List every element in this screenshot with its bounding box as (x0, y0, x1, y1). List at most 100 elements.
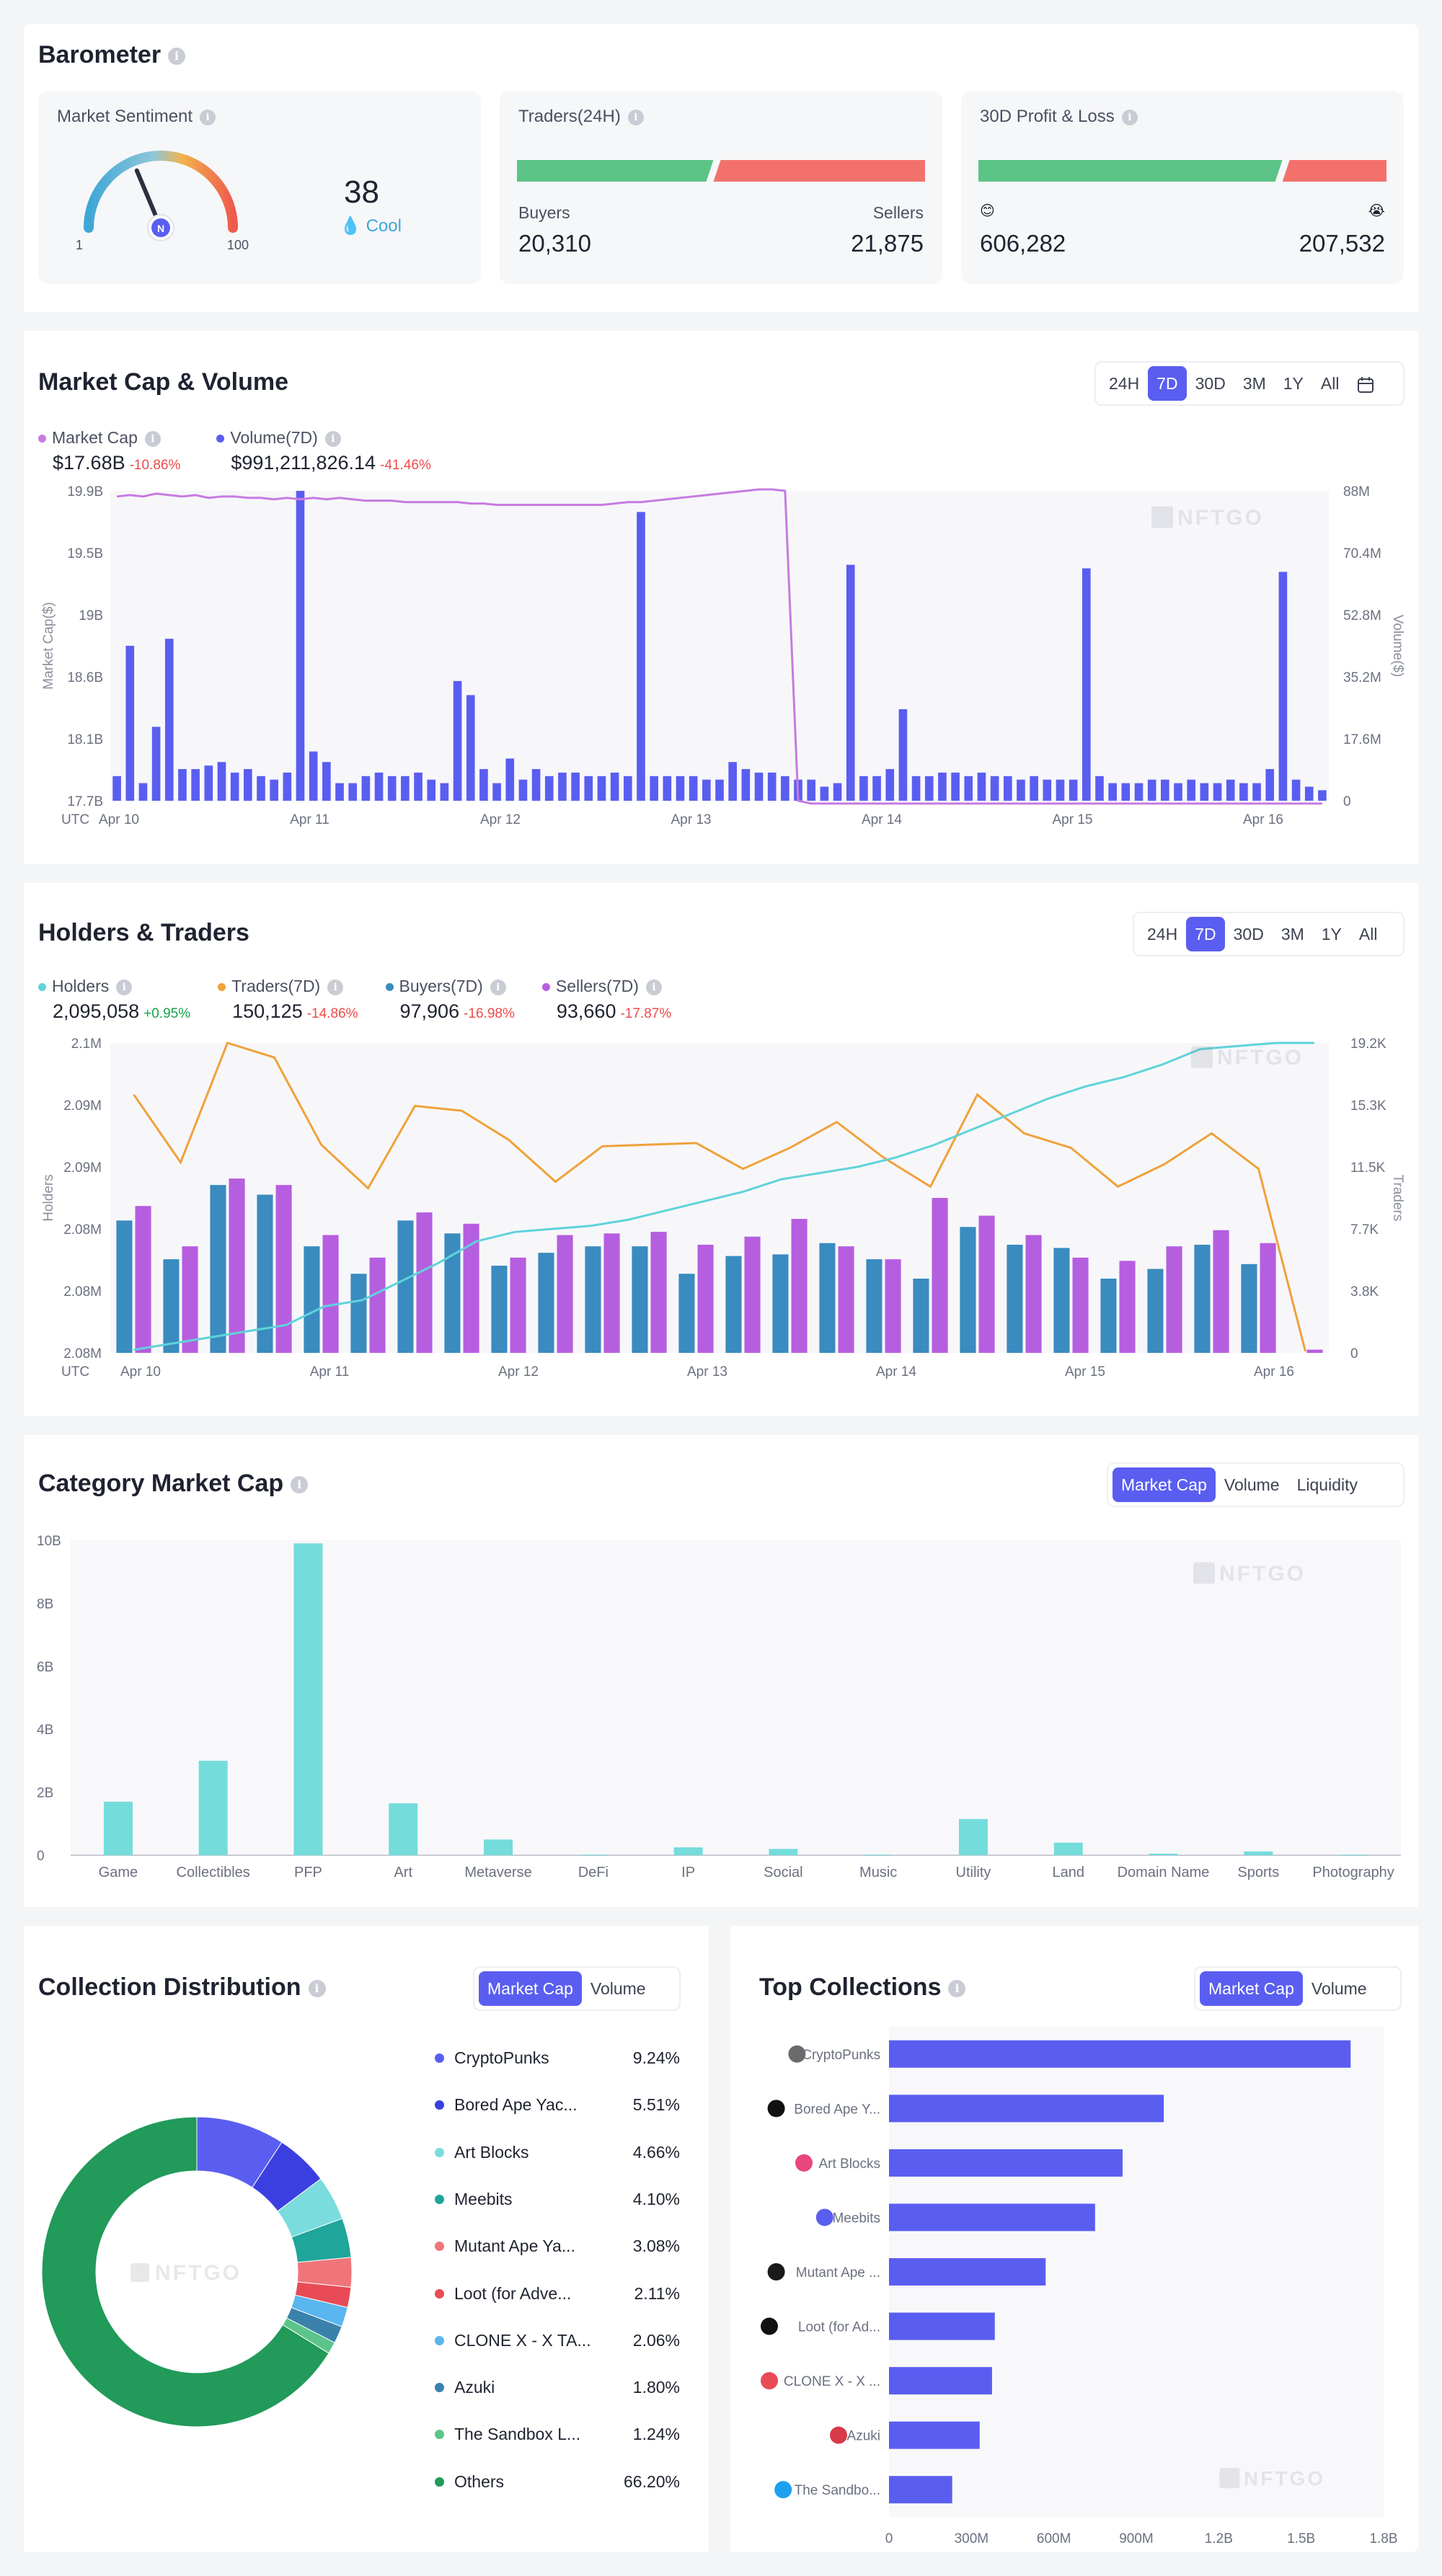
legend-traders[interactable]: Traders(7D) i 150,125 -14.86% (218, 977, 358, 1023)
volume-bar[interactable] (728, 762, 737, 801)
distribution-legend-item[interactable]: Loot (for Adve... 2.11% (435, 2280, 680, 2309)
buyers-bar[interactable] (116, 1220, 133, 1353)
volume-bar[interactable] (676, 776, 685, 801)
sellers-bar[interactable] (1119, 1261, 1136, 1353)
volume-bar[interactable] (1121, 783, 1131, 801)
buyers-bar[interactable] (397, 1220, 414, 1353)
volume-bar[interactable] (138, 783, 148, 801)
distribution-legend-item[interactable]: Mutant Ape Ya... 3.08% (435, 2232, 680, 2261)
volume-bar[interactable] (767, 772, 777, 801)
volume-bar[interactable] (650, 776, 658, 801)
category-bar[interactable] (769, 1849, 798, 1855)
volume-bar[interactable] (964, 776, 973, 801)
volume-bar[interactable] (1147, 779, 1156, 801)
distribution-legend-item[interactable]: CryptoPunks 9.24% (435, 2044, 680, 2073)
sellers-bar[interactable] (1025, 1235, 1042, 1353)
distribution-legend-item[interactable]: Meebits 4.10% (435, 2185, 680, 2214)
volume-bar[interactable] (401, 776, 410, 801)
legend-volume[interactable]: Volume(7D) i $991,211,826.14 -41.46% (216, 428, 431, 474)
category-bar[interactable] (389, 1803, 418, 1855)
collection-bar[interactable] (889, 2040, 1351, 2068)
legend-buyers[interactable]: Buyers(7D) i 97,906 -16.98% (385, 977, 515, 1023)
volume-bar[interactable] (1161, 779, 1169, 801)
volume-bar[interactable] (492, 783, 501, 801)
volume-bar[interactable] (597, 776, 606, 801)
volume-bar[interactable] (453, 680, 462, 801)
volume-bar[interactable] (518, 779, 528, 801)
volume-bar[interactable] (178, 769, 187, 801)
volume-bar[interactable] (885, 769, 895, 801)
buyers-bar[interactable] (725, 1256, 742, 1353)
volume-bar[interactable] (270, 779, 278, 801)
volume-bar[interactable] (741, 769, 751, 801)
collection-bar[interactable] (889, 2476, 952, 2504)
tab-liquidity[interactable]: Liquidity (1296, 1475, 1358, 1494)
category-bar[interactable] (293, 1543, 323, 1855)
volume-bar[interactable] (544, 776, 554, 801)
volume-bar[interactable] (151, 727, 161, 801)
volume-bar[interactable] (125, 646, 135, 801)
info-icon[interactable]: i (627, 109, 644, 125)
info-icon[interactable]: i (144, 430, 161, 447)
distribution-legend-item[interactable]: CLONE X - X TA... 2.06% (435, 2327, 680, 2355)
sellers-bar[interactable] (463, 1223, 479, 1353)
tab-market-cap[interactable]: Market Cap (1113, 1467, 1216, 1502)
distribution-legend-item[interactable]: Bored Ape Yac... 5.51% (435, 2091, 680, 2120)
tab-market-cap[interactable]: Market Cap (479, 1971, 582, 2006)
category-bar[interactable] (673, 1847, 703, 1855)
info-icon[interactable]: i (308, 1980, 326, 1998)
volume-bar[interactable] (230, 772, 239, 801)
volume-bar[interactable] (1265, 769, 1275, 801)
calendar-icon[interactable] (1348, 366, 1384, 401)
buyers-bar[interactable] (1241, 1263, 1257, 1353)
sellers-bar[interactable] (791, 1219, 808, 1353)
volume-bar[interactable] (440, 783, 449, 801)
volume-bar[interactable] (191, 769, 200, 801)
collection-bar[interactable] (889, 2149, 1123, 2177)
sellers-bar[interactable] (744, 1236, 761, 1353)
tab-volume[interactable]: Volume (1311, 1979, 1367, 1998)
tab-30d[interactable]: 30D (1233, 925, 1264, 943)
buyers-bar[interactable] (304, 1246, 320, 1353)
buyers-bar[interactable] (210, 1185, 226, 1353)
info-icon[interactable]: i (291, 1476, 309, 1494)
volume-bar[interactable] (938, 772, 947, 801)
volume-bar[interactable] (872, 776, 881, 801)
volume-bar[interactable] (1239, 783, 1248, 801)
buyers-bar[interactable] (538, 1253, 554, 1353)
volume-bar[interactable] (833, 783, 842, 801)
info-icon[interactable]: i (200, 109, 216, 125)
volume-bar[interactable] (1030, 776, 1038, 801)
volume-bar[interactable] (1200, 783, 1209, 801)
volume-bar[interactable] (807, 779, 816, 801)
tab-volume[interactable]: Volume (590, 1979, 646, 1998)
collection-bar[interactable] (889, 2421, 980, 2449)
category-bar[interactable] (103, 1801, 133, 1855)
tab-market-cap[interactable]: Market Cap (1200, 1971, 1303, 2006)
category-bar[interactable] (198, 1760, 228, 1855)
category-bar[interactable] (958, 1818, 988, 1855)
buyers-bar[interactable] (866, 1259, 883, 1353)
tab-3m[interactable]: 3M (1280, 925, 1304, 943)
volume-bar[interactable] (322, 762, 331, 801)
sellers-bar[interactable] (838, 1246, 854, 1353)
volume-bar[interactable] (558, 772, 567, 801)
collection-bar[interactable] (889, 2312, 995, 2340)
volume-bar[interactable] (663, 776, 672, 801)
volume-bar[interactable] (1017, 779, 1025, 801)
volume-bar[interactable] (296, 491, 305, 801)
volume-bar[interactable] (571, 772, 580, 801)
volume-bar[interactable] (623, 776, 632, 801)
buyers-bar[interactable] (585, 1246, 601, 1353)
sellers-bar[interactable] (1072, 1257, 1089, 1353)
volume-bar[interactable] (1095, 776, 1104, 801)
sellers-bar[interactable] (557, 1235, 573, 1353)
volume-bar[interactable] (1226, 779, 1235, 801)
sellers-bar[interactable] (182, 1246, 198, 1353)
volume-bar[interactable] (1318, 790, 1327, 801)
volume-bar[interactable] (820, 786, 829, 801)
tab-24h[interactable]: 24H (1147, 925, 1178, 943)
buyers-bar[interactable] (1194, 1244, 1211, 1353)
volume-bar[interactable] (610, 772, 619, 801)
tab-24h[interactable]: 24H (1109, 374, 1140, 393)
